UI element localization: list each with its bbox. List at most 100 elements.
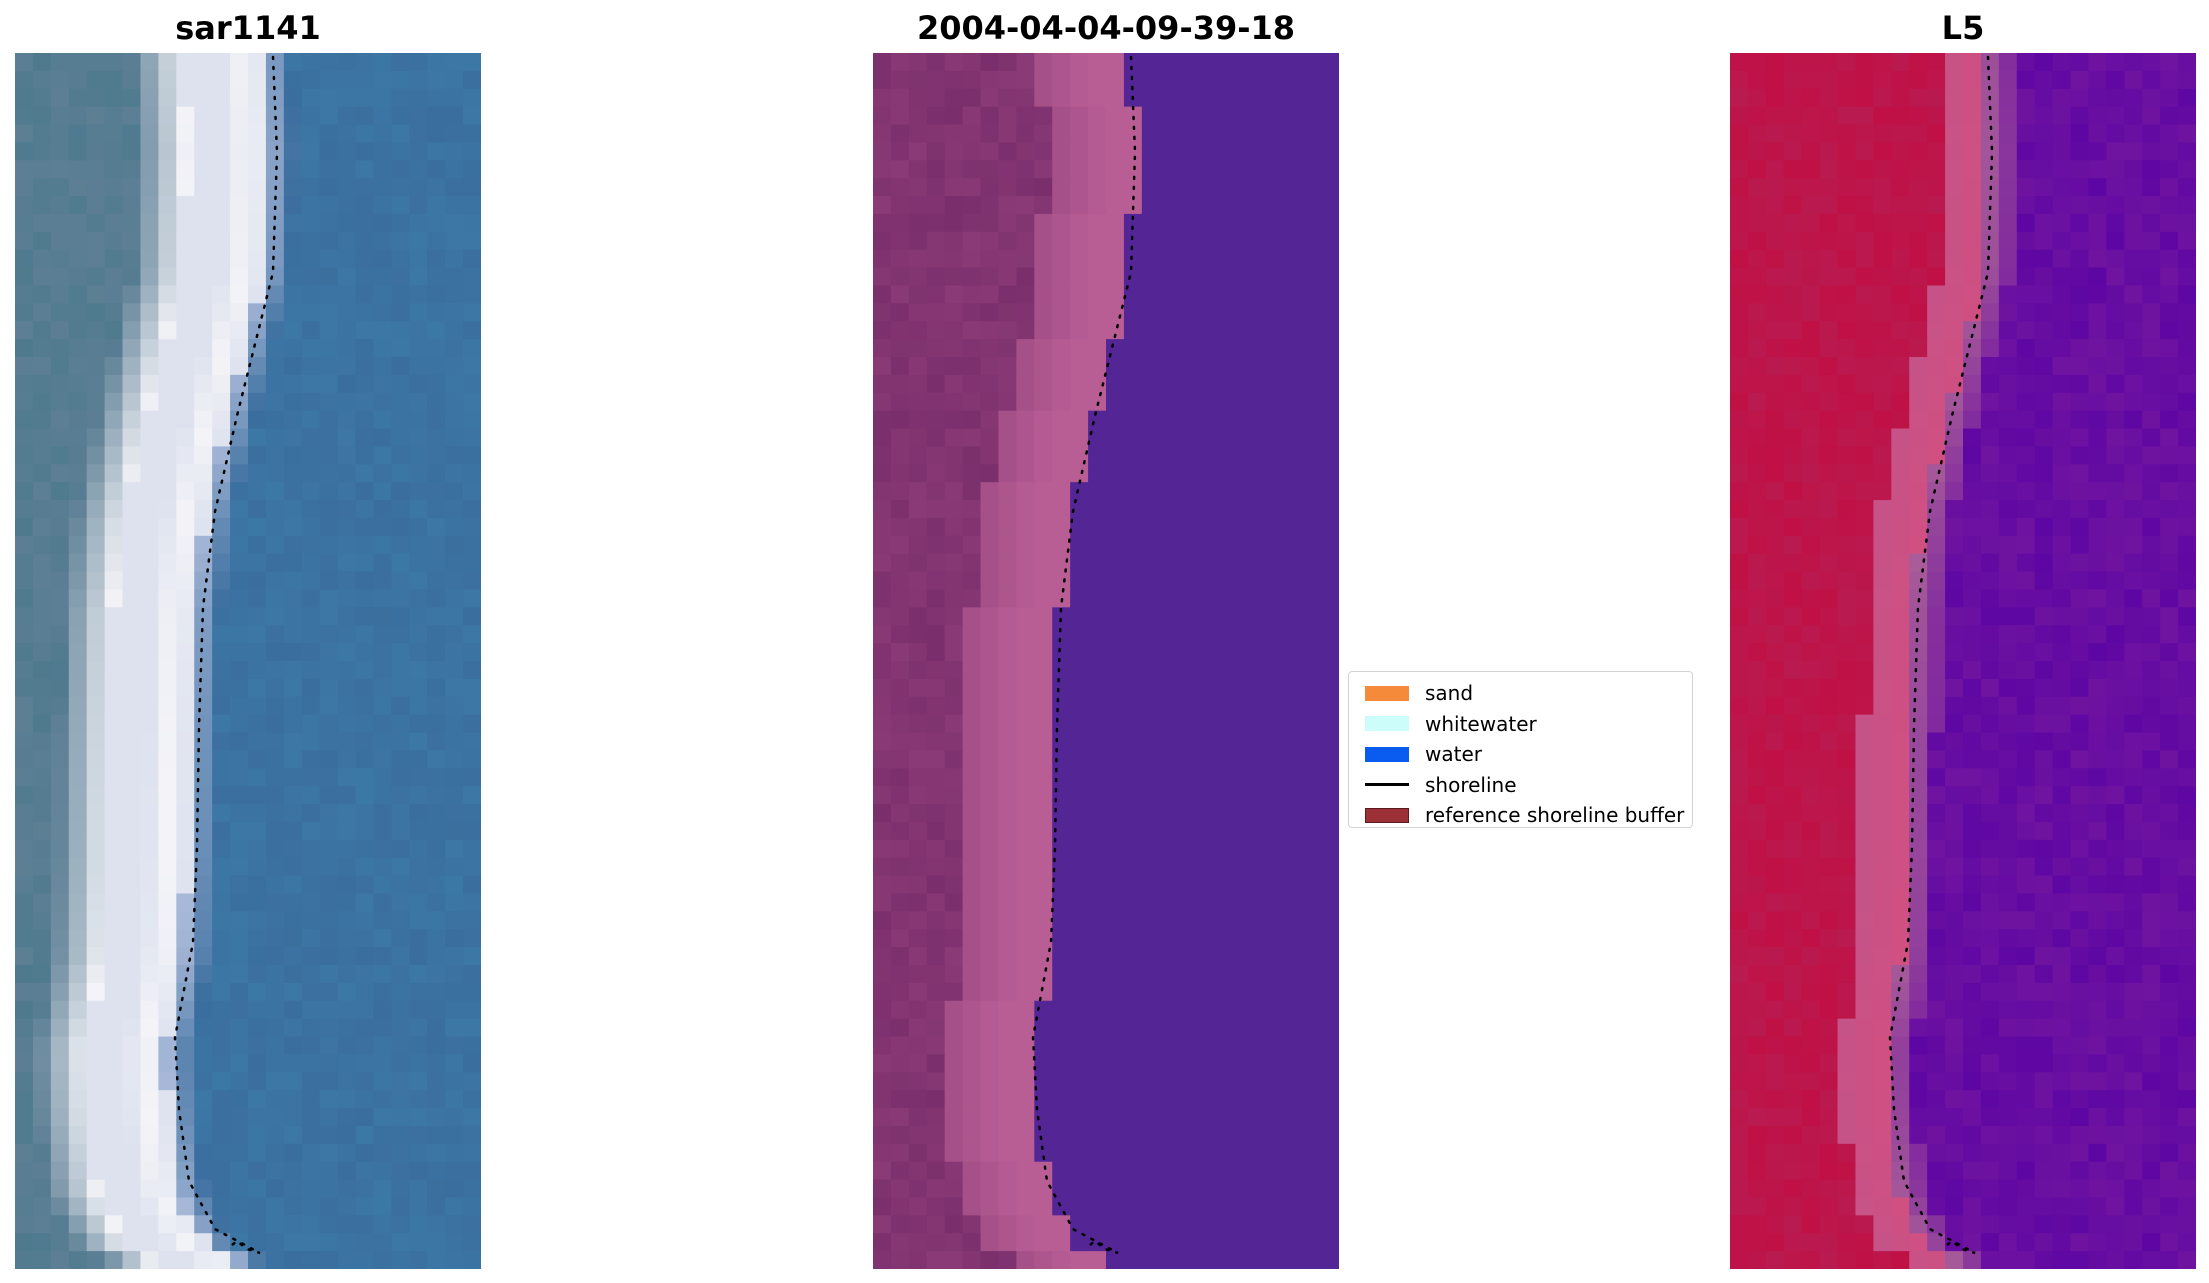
image-pixel <box>2142 1000 2161 1020</box>
image-pixel <box>463 786 481 805</box>
image-pixel <box>391 70 410 90</box>
image-pixel <box>50 696 70 716</box>
image-pixel <box>1088 607 1107 626</box>
image-pixel <box>445 696 464 716</box>
image-pixel <box>1909 947 1928 966</box>
image-pixel <box>962 1072 982 1091</box>
image-pixel <box>1034 249 1053 269</box>
image-pixel <box>194 53 213 72</box>
image-pixel <box>409 1018 428 1038</box>
image-pixel <box>1963 607 1982 626</box>
image-pixel <box>908 1251 928 1269</box>
image-pixel <box>15 249 34 269</box>
image-pixel <box>1801 589 1821 608</box>
image-pixel <box>1855 267 1874 287</box>
image-pixel <box>1765 213 1785 233</box>
image-pixel <box>355 482 375 501</box>
image-pixel <box>2142 70 2161 90</box>
image-pixel <box>1034 750 1053 769</box>
image-pixel <box>1837 267 1857 287</box>
image-pixel <box>1730 786 1749 805</box>
image-pixel <box>2070 786 2090 805</box>
image-pixel <box>1747 357 1767 376</box>
image-pixel <box>2178 965 2196 984</box>
image-pixel <box>50 53 70 72</box>
image-pixel <box>962 535 982 555</box>
image-pixel <box>212 929 231 948</box>
image-pixel <box>1141 249 1161 269</box>
image-pixel <box>1195 678 1215 698</box>
image-pixel <box>1106 1161 1125 1181</box>
image-pixel <box>2178 392 2196 412</box>
image-pixel <box>283 553 303 573</box>
image-pixel <box>1855 553 1874 573</box>
image-pixel <box>1267 1125 1286 1145</box>
image-pixel <box>1088 678 1107 698</box>
image-pixel <box>463 339 481 358</box>
image-pixel <box>158 661 177 680</box>
image-pixel <box>15 374 34 394</box>
image-pixel <box>409 661 428 680</box>
image-pixel <box>2070 285 2090 304</box>
image-pixel <box>1249 231 1268 251</box>
image-pixel <box>68 196 88 215</box>
image-pixel <box>176 696 195 716</box>
image-pixel <box>1213 196 1233 215</box>
image-pixel <box>2124 321 2143 340</box>
image-pixel <box>1177 464 1197 483</box>
image-pixel <box>140 285 159 304</box>
image-pixel <box>1927 786 1946 805</box>
image-pixel <box>1285 1108 1304 1127</box>
image-pixel <box>873 1108 892 1127</box>
image-pixel <box>998 1251 1017 1269</box>
image-pixel <box>373 678 392 698</box>
image-pixel <box>1034 982 1053 1002</box>
image-pixel <box>1267 178 1286 197</box>
image-pixel <box>1088 142 1107 161</box>
image-pixel <box>230 768 249 787</box>
image-pixel <box>1159 428 1179 448</box>
image-pixel <box>1801 517 1821 537</box>
image-pixel <box>68 357 88 376</box>
image-pixel <box>1963 786 1982 805</box>
image-pixel <box>319 303 339 322</box>
image-pixel <box>122 589 142 608</box>
image-pixel <box>140 625 159 644</box>
image-pixel <box>1267 1233 1286 1252</box>
image-pixel <box>409 1143 428 1163</box>
image-pixel <box>1123 768 1143 787</box>
image-pixel <box>1070 571 1089 591</box>
image-pixel <box>1106 732 1125 752</box>
image-pixel <box>1213 1233 1233 1252</box>
image-pixel <box>1195 249 1215 269</box>
image-pixel <box>1321 732 1339 752</box>
image-pixel <box>1980 678 2000 698</box>
image-pixel <box>1052 303 1071 322</box>
image-pixel <box>873 285 892 304</box>
image-pixel <box>32 428 52 448</box>
image-pixel <box>32 410 52 430</box>
image-pixel <box>86 786 106 805</box>
image-pixel <box>1927 392 1946 412</box>
image-pixel <box>337 732 357 752</box>
image-pixel <box>319 357 339 376</box>
image-pixel <box>1177 1108 1197 1127</box>
image-pixel <box>1285 607 1304 626</box>
image-pixel <box>1177 947 1197 966</box>
image-pixel <box>15 821 34 841</box>
image-pixel <box>230 321 249 340</box>
image-pixel <box>140 768 159 787</box>
image-pixel <box>391 249 410 269</box>
image-pixel <box>248 267 267 287</box>
image-pixel <box>2088 88 2107 108</box>
legend-item-shoreline: shoreline <box>1357 770 1684 801</box>
image-pixel <box>2088 821 2107 841</box>
panel-title-classification: 2004-04-04-09-39-18 <box>916 9 1296 47</box>
image-pixel <box>1909 53 1928 72</box>
image-pixel <box>1070 1108 1089 1127</box>
image-pixel <box>445 857 464 877</box>
image-pixel <box>2124 178 2143 197</box>
image-pixel <box>248 714 267 734</box>
image-pixel <box>1267 374 1286 394</box>
image-pixel <box>1231 1197 1250 1216</box>
